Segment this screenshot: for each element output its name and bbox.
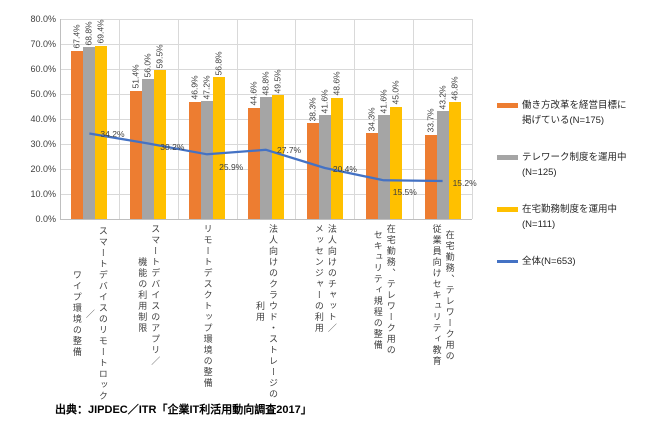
bar-gray <box>142 79 155 219</box>
x-gridline <box>177 19 179 219</box>
bar-yellow <box>389 106 402 219</box>
legend-item-zaitaku-seido: 在宅勤務制度を運用中 (N=111) <box>497 202 647 232</box>
y-gridline <box>60 94 472 95</box>
x-axis-category-label: リモートデスクトップ環境の整備 <box>178 224 237 404</box>
line-value-label: 25.9% <box>219 162 244 173</box>
total-line-series <box>89 132 443 183</box>
x-axis-category-label: 在宅勤務、テレワーク用の 従業員向けセキュリティ教育 <box>413 224 472 404</box>
legend-label: 在宅勤務制度を運用中 (N=111) <box>522 204 618 230</box>
y-axis-tick-label: 60.0% <box>30 64 56 74</box>
source-citation: 出典：JIPDEC／ITR「企業IT利活用動向調査2017」 <box>55 404 312 416</box>
x-gridline <box>295 19 297 219</box>
line-value-label: 15.5% <box>392 187 417 198</box>
category-label-text: スマートデバイスのリモートロック／ ワイプ環境の整備 <box>71 226 108 402</box>
bar-orange <box>306 123 319 219</box>
y-axis-line <box>60 19 61 219</box>
bar-orange <box>248 107 260 219</box>
y-gridline <box>60 44 472 45</box>
category-label-text: 在宅勤務、テレワーク用の 従業員向けセキュリティ教育 <box>431 224 455 367</box>
bar-orange <box>189 101 202 219</box>
yellow-bar-swatch-icon <box>497 207 518 212</box>
legend-label: テレワーク制度を運用中 (N=125) <box>522 152 627 178</box>
bar-yellow <box>95 45 108 219</box>
legend-item-telework-seido: テレワーク制度を運用中 (N=125) <box>497 150 647 180</box>
x-gridline <box>354 19 356 219</box>
x-axis-category-labels: スマートデバイスのリモートロック／ ワイプ環境の整備 スマートデバイスのアプリ／ … <box>60 224 472 404</box>
legend-label: 全体(N=653) <box>522 256 576 267</box>
y-axis-tick-label: 40.0% <box>30 114 56 124</box>
bar-gray <box>436 111 449 219</box>
chart-legend: 働き方改革を経営目標に 掲げている(N=175) テレワーク制度を運用中 (N=… <box>497 98 647 291</box>
y-gridline <box>60 19 472 20</box>
line-value-label: 27.7% <box>277 144 302 155</box>
line-value-label: 30.2% <box>160 141 185 152</box>
bar-yellow <box>272 95 284 219</box>
x-axis-category-label: 法人向けのチャット／ メッセンジャーの利用 <box>295 224 354 404</box>
x-gridline <box>472 19 473 219</box>
category-label-text: 法人向けのチャット／ メッセンジャーの利用 <box>313 224 337 334</box>
category-label-text: スマートデバイスのアプリ／ 機能の利用制限 <box>137 224 161 367</box>
category-label-text: 法人向けのクラウド・ストレージの 利用 <box>255 224 278 400</box>
legend-item-keiei-mokuhyo: 働き方改革を経営目標に 掲げている(N=175) <box>497 98 647 128</box>
y-gridline <box>60 69 472 70</box>
bar-orange <box>365 133 378 219</box>
x-axis-category-label: スマートデバイスのアプリ／ 機能の利用制限 <box>119 224 178 404</box>
x-gridline <box>236 19 238 219</box>
line-value-label: 15.2% <box>452 178 477 188</box>
y-axis-tick-label: 30.0% <box>30 139 56 149</box>
line-value-label: 34.2% <box>100 128 125 139</box>
legend-label: 働き方改革を経営目標に 掲げている(N=175) <box>522 100 627 126</box>
y-axis-tick-label: 80.0% <box>30 14 56 24</box>
bar-yellow <box>213 77 226 219</box>
bar-gray <box>201 101 214 219</box>
orange-bar-swatch-icon <box>497 103 518 108</box>
x-axis-category-label: 在宅勤務、テレワーク用の セキュリティ規程の整備 <box>354 224 413 404</box>
blue-line-swatch-icon <box>497 260 518 263</box>
bar-gray <box>83 47 96 219</box>
x-axis-category-label: 法人向けのクラウド・ストレージの 利用 <box>237 224 296 404</box>
y-axis-tick-label: 70.0% <box>30 39 56 49</box>
line-value-label: 20.4% <box>332 164 357 174</box>
y-axis-tick-label: 0.0% <box>35 214 56 224</box>
bar-yellow <box>330 97 343 219</box>
y-gridline <box>60 219 472 220</box>
y-axis-tick-label: 10.0% <box>30 189 56 199</box>
legend-item-zentai: 全体(N=653) <box>497 254 647 269</box>
category-label-text: 在宅勤務、テレワーク用の セキュリティ規程の整備 <box>372 224 396 356</box>
gray-bar-swatch-icon <box>497 155 518 160</box>
line-path <box>89 132 443 183</box>
bar-orange <box>130 90 143 219</box>
bar-gray <box>377 115 390 219</box>
x-gridline <box>413 19 415 219</box>
bar-orange <box>424 134 437 219</box>
x-gridline <box>118 19 120 219</box>
category-label-text: リモートデスクトップ環境の整備 <box>202 224 213 389</box>
y-axis-tick-label: 50.0% <box>30 89 56 99</box>
y-axis-tick-label: 20.0% <box>30 164 56 174</box>
x-axis-category-label: スマートデバイスのリモートロック／ ワイプ環境の整備 <box>60 224 119 404</box>
bar-yellow <box>448 102 461 219</box>
bar-orange <box>71 50 84 219</box>
bar-gray <box>260 97 272 219</box>
